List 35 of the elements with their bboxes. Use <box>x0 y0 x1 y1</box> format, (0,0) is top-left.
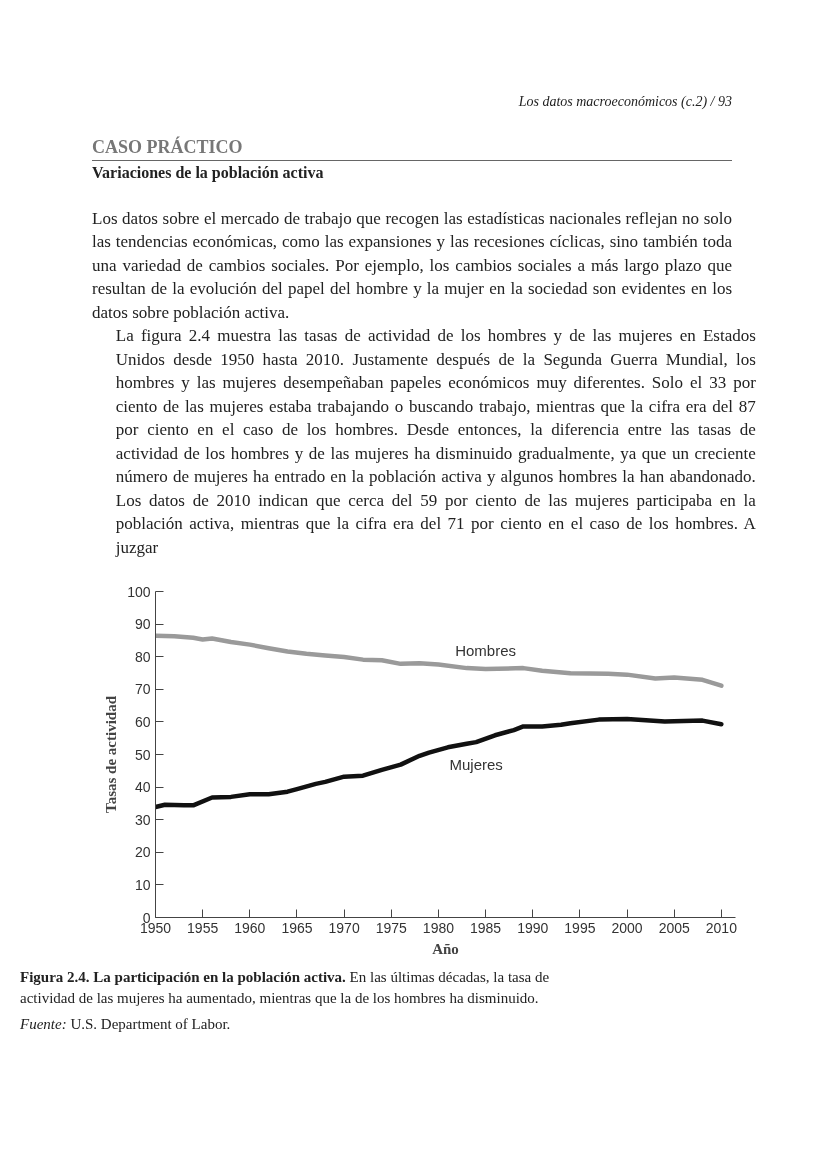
x-tick-label: 1980 <box>422 919 455 936</box>
y-tick-label: 70 <box>134 681 151 698</box>
line-series <box>155 716 724 810</box>
line-series <box>155 633 724 688</box>
y-tick-label: 10 <box>134 876 151 893</box>
text: Los datos sobre el mercado de trabajo que recogen las estadísticas nacionales reflejan no solo las tendencias económicas, como las expansiones y las recesiones cíclicas, sino también toda una variedad de cambios sociales. Por ejemplo, los cambios sociales a más largo plazo que resultan de la evolución del papel del hombre y la mujer en la sociedad son evidentes en los datos sobre población activa. <box>92 207 732 324</box>
x-tick-label: 2000 <box>611 919 643 936</box>
series-label: Mujeres <box>449 756 503 774</box>
y-tick-label: 20 <box>134 844 151 861</box>
y-tick-label: 90 <box>134 616 151 633</box>
x-tick-label: 1960 <box>234 919 266 936</box>
y-tick-label: 50 <box>134 746 151 763</box>
y-tick-label: 60 <box>134 713 151 730</box>
x-tick-label: 1990 <box>517 919 549 936</box>
series-label: Hombres <box>455 642 517 660</box>
text: Los datos macroeconómicos (c.2) / 93 <box>518 93 732 111</box>
text: La figura 2.4 muestra las tasas de actividad de los hombres y de las mujeres en Estados Unidos desde 1950 hasta 2010. Justamente después de la Segunda Guerra Mundial, los hombres y las mujeres desempeñaban papeles económicos muy diferentes. Solo el 33 por ciento de las mujeres estaba trabajando o buscando trabajo, mientras que la cifra era del 87 por ciento en el caso de los hombres. Desde entonces, la diferencia entre las tasas de actividad de los hombres y de las mujeres ha disminuido gradualmente, ya que un creciente número de mujeres ha entrado en la población activa y algunos hombres la han abandonado. Los datos de 2010 indican que cerca del 59 por ciento de las mujeres participaba en la población activa, mientras que la cifra era del 71 por ciento en el caso de los hombres. A juzgar <box>115 326 756 557</box>
x-tick-label: 1975 <box>375 919 408 936</box>
x-tick-label: 1995 <box>564 919 596 936</box>
y-tick-label: 80 <box>134 648 151 665</box>
x-tick-label: 2010 <box>705 919 738 936</box>
y-tick-label: 100 <box>127 583 151 600</box>
y-axis-title: Tasas de actividad <box>103 695 120 813</box>
text: Variaciones de la población activa <box>92 163 324 184</box>
x-axis-title: Año <box>432 940 459 957</box>
y-tick-label: 30 <box>134 811 151 828</box>
x-tick-label: 2005 <box>658 919 690 936</box>
text: Figura 2.4. La participación en la población activa. <box>20 969 346 985</box>
x-tick-label: 1970 <box>328 919 360 936</box>
source-note: Fuente: U.S. Department of Labor. <box>20 1015 231 1034</box>
y-tick-label: 40 <box>134 779 151 796</box>
x-tick-label: 1955 <box>187 919 219 936</box>
x-tick-label: 1965 <box>281 919 313 936</box>
text: CASO PRÁCTICO <box>92 135 243 159</box>
x-tick-label: 1985 <box>470 919 502 936</box>
